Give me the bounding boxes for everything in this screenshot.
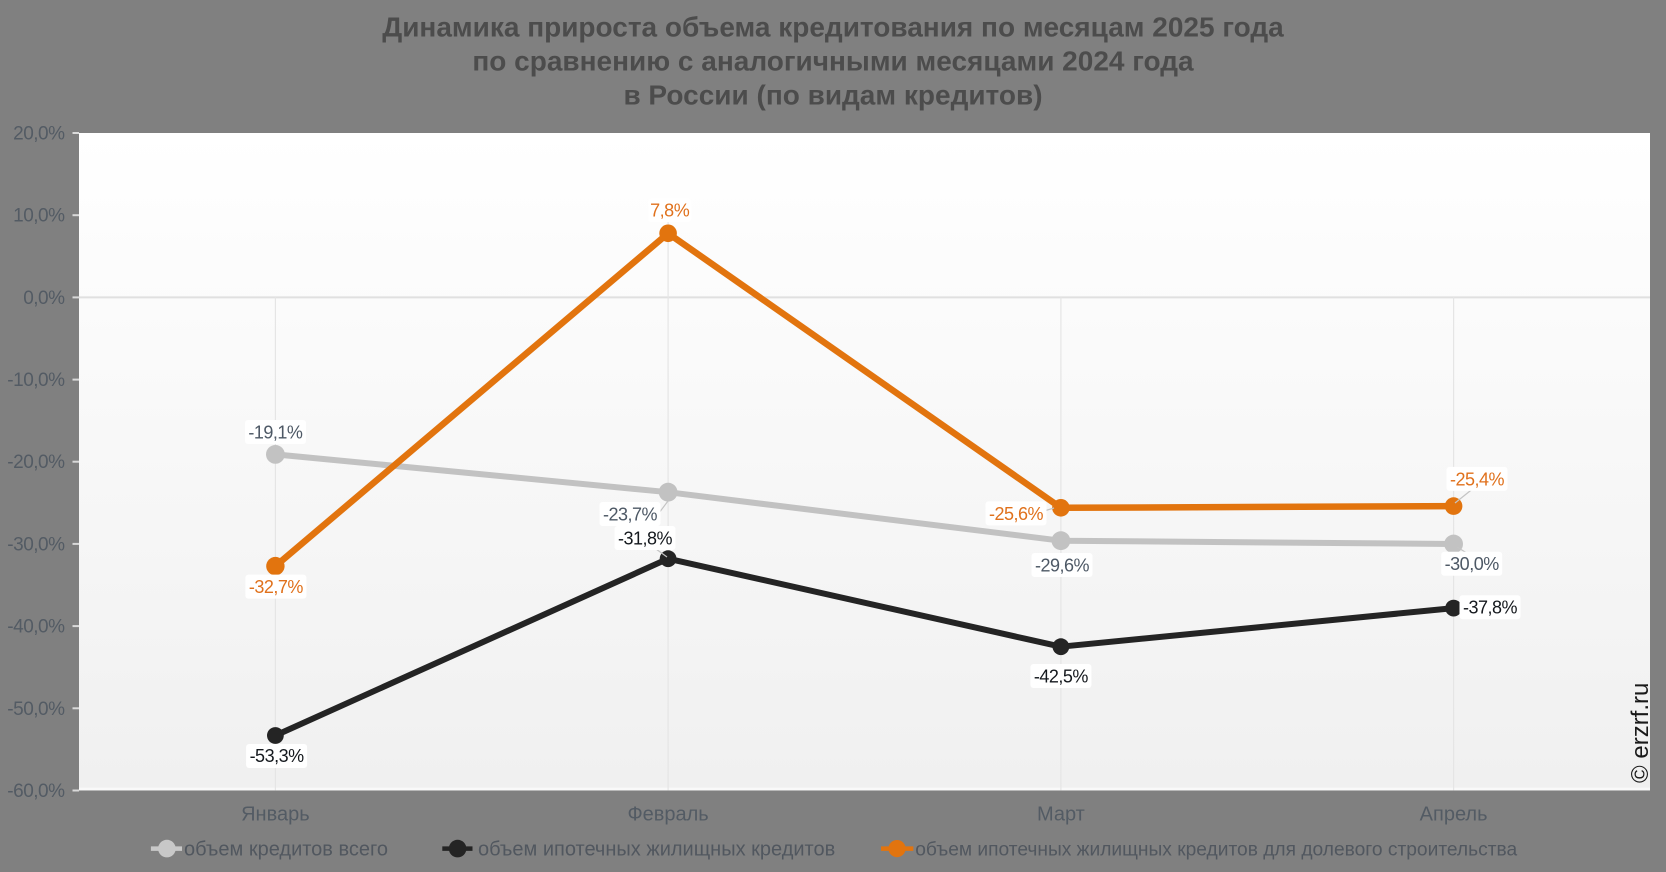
svg-text:-42,5%: -42,5% bbox=[1034, 666, 1089, 686]
svg-text:-20,0%: -20,0% bbox=[7, 452, 65, 473]
svg-text:объем ипотечных жилищных креди: объем ипотечных жилищных кредитов bbox=[478, 839, 835, 861]
svg-text:-60,0%: -60,0% bbox=[7, 781, 65, 802]
svg-text:20,0%: 20,0% bbox=[13, 124, 65, 145]
svg-text:-25,6%: -25,6% bbox=[989, 504, 1044, 524]
svg-text:-29,6%: -29,6% bbox=[1035, 555, 1090, 575]
svg-text:Апрель: Апрель bbox=[1420, 804, 1488, 826]
svg-text:-37,8%: -37,8% bbox=[1463, 598, 1518, 618]
svg-text:-50,0%: -50,0% bbox=[7, 699, 65, 720]
svg-text:7,8%: 7,8% bbox=[650, 201, 690, 221]
svg-text:Март: Март bbox=[1037, 804, 1085, 826]
svg-text:Динамика прироста объема креди: Динамика прироста объема кредитования по… bbox=[382, 12, 1284, 43]
svg-text:© erzrf.ru: © erzrf.ru bbox=[1627, 683, 1654, 783]
svg-text:в России (по видам кредитов): в России (по видам кредитов) bbox=[623, 80, 1042, 111]
svg-text:объем ипотечных жилищных креди: объем ипотечных жилищных кредитов для до… bbox=[915, 840, 1517, 861]
svg-text:-53,3%: -53,3% bbox=[250, 746, 305, 766]
svg-text:-32,7%: -32,7% bbox=[249, 577, 304, 597]
svg-text:-23,7%: -23,7% bbox=[603, 504, 658, 524]
svg-text:-10,0%: -10,0% bbox=[7, 370, 65, 391]
svg-text:-25,4%: -25,4% bbox=[1450, 469, 1505, 489]
svg-text:объем кредитов всего: объем кредитов всего bbox=[184, 839, 388, 861]
svg-text:-19,1%: -19,1% bbox=[248, 422, 303, 442]
svg-text:-31,8%: -31,8% bbox=[618, 528, 673, 548]
svg-text:Январь: Январь bbox=[241, 804, 310, 826]
svg-text:10,0%: 10,0% bbox=[13, 206, 65, 227]
svg-text:Февраль: Февраль bbox=[627, 804, 708, 826]
svg-text:-40,0%: -40,0% bbox=[7, 617, 65, 638]
svg-text:-30,0%: -30,0% bbox=[1445, 554, 1500, 574]
svg-text:0,0%: 0,0% bbox=[23, 288, 65, 309]
svg-text:по сравнению с аналогичными ме: по сравнению с аналогичными месяцами 202… bbox=[472, 46, 1194, 77]
svg-text:-30,0%: -30,0% bbox=[7, 534, 65, 555]
